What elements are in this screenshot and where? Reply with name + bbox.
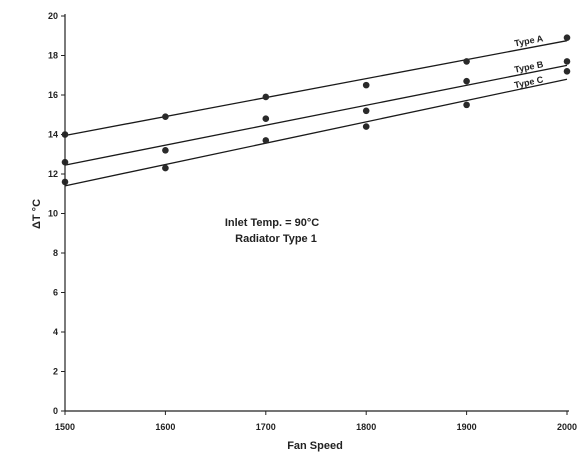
y-tick-label: 8 (53, 248, 58, 258)
x-tick-label: 1900 (457, 422, 477, 432)
data-point-type-c (563, 68, 571, 75)
data-point-type-a (362, 81, 370, 89)
y-tick-label: 0 (53, 406, 58, 416)
data-point-type-b (262, 115, 270, 122)
annotation-radiator-type: Radiator Type 1 (235, 233, 317, 245)
x-axis-ticks: 1500 1600 1700 1800 1900 2000 (55, 411, 577, 432)
data-point-type-b (162, 147, 169, 154)
data-point-type-a (262, 93, 270, 101)
y-tick-label: 6 (53, 288, 58, 298)
annotation-inlet-temp: Inlet Temp. = 90°C (225, 217, 319, 229)
data-point-type-c (162, 164, 169, 172)
x-tick-label: 1500 (55, 422, 75, 432)
y-tick-label: 10 (48, 209, 58, 219)
data-point-type-b (463, 77, 470, 85)
data-point-type-c (262, 137, 270, 144)
data-point-type-c (463, 101, 470, 109)
x-tick-label: 1600 (155, 422, 175, 432)
y-tick-label: 14 (48, 130, 58, 140)
data-point-type-a (162, 113, 169, 121)
y-tick-label: 20 (48, 11, 58, 21)
y-axis-ticks: 0 2 4 6 8 10 12 14 16 18 20 (48, 11, 65, 416)
fit-line-type-c (64, 78, 568, 187)
data-point-type-b (563, 58, 571, 65)
x-tick-label: 2000 (557, 422, 577, 432)
x-tick-label: 1700 (256, 422, 276, 432)
y-tick-label: 2 (53, 367, 58, 377)
y-axis-title: ΔT °C (31, 199, 43, 229)
fit-line-type-a (64, 40, 568, 137)
x-tick-label: 1800 (356, 422, 376, 432)
data-point-type-a (463, 58, 470, 65)
x-axis-title: Fan Speed (287, 440, 343, 452)
data-point-type-b (362, 107, 370, 115)
y-tick-label: 18 (48, 51, 58, 61)
data-points (61, 34, 571, 186)
fit-lines (64, 40, 568, 187)
data-point-type-a (563, 34, 571, 42)
fit-line-type-b (64, 64, 568, 166)
data-point-type-c (362, 123, 370, 130)
y-tick-label: 4 (53, 327, 58, 337)
y-tick-label: 16 (48, 90, 58, 100)
y-tick-label: 12 (48, 169, 58, 179)
